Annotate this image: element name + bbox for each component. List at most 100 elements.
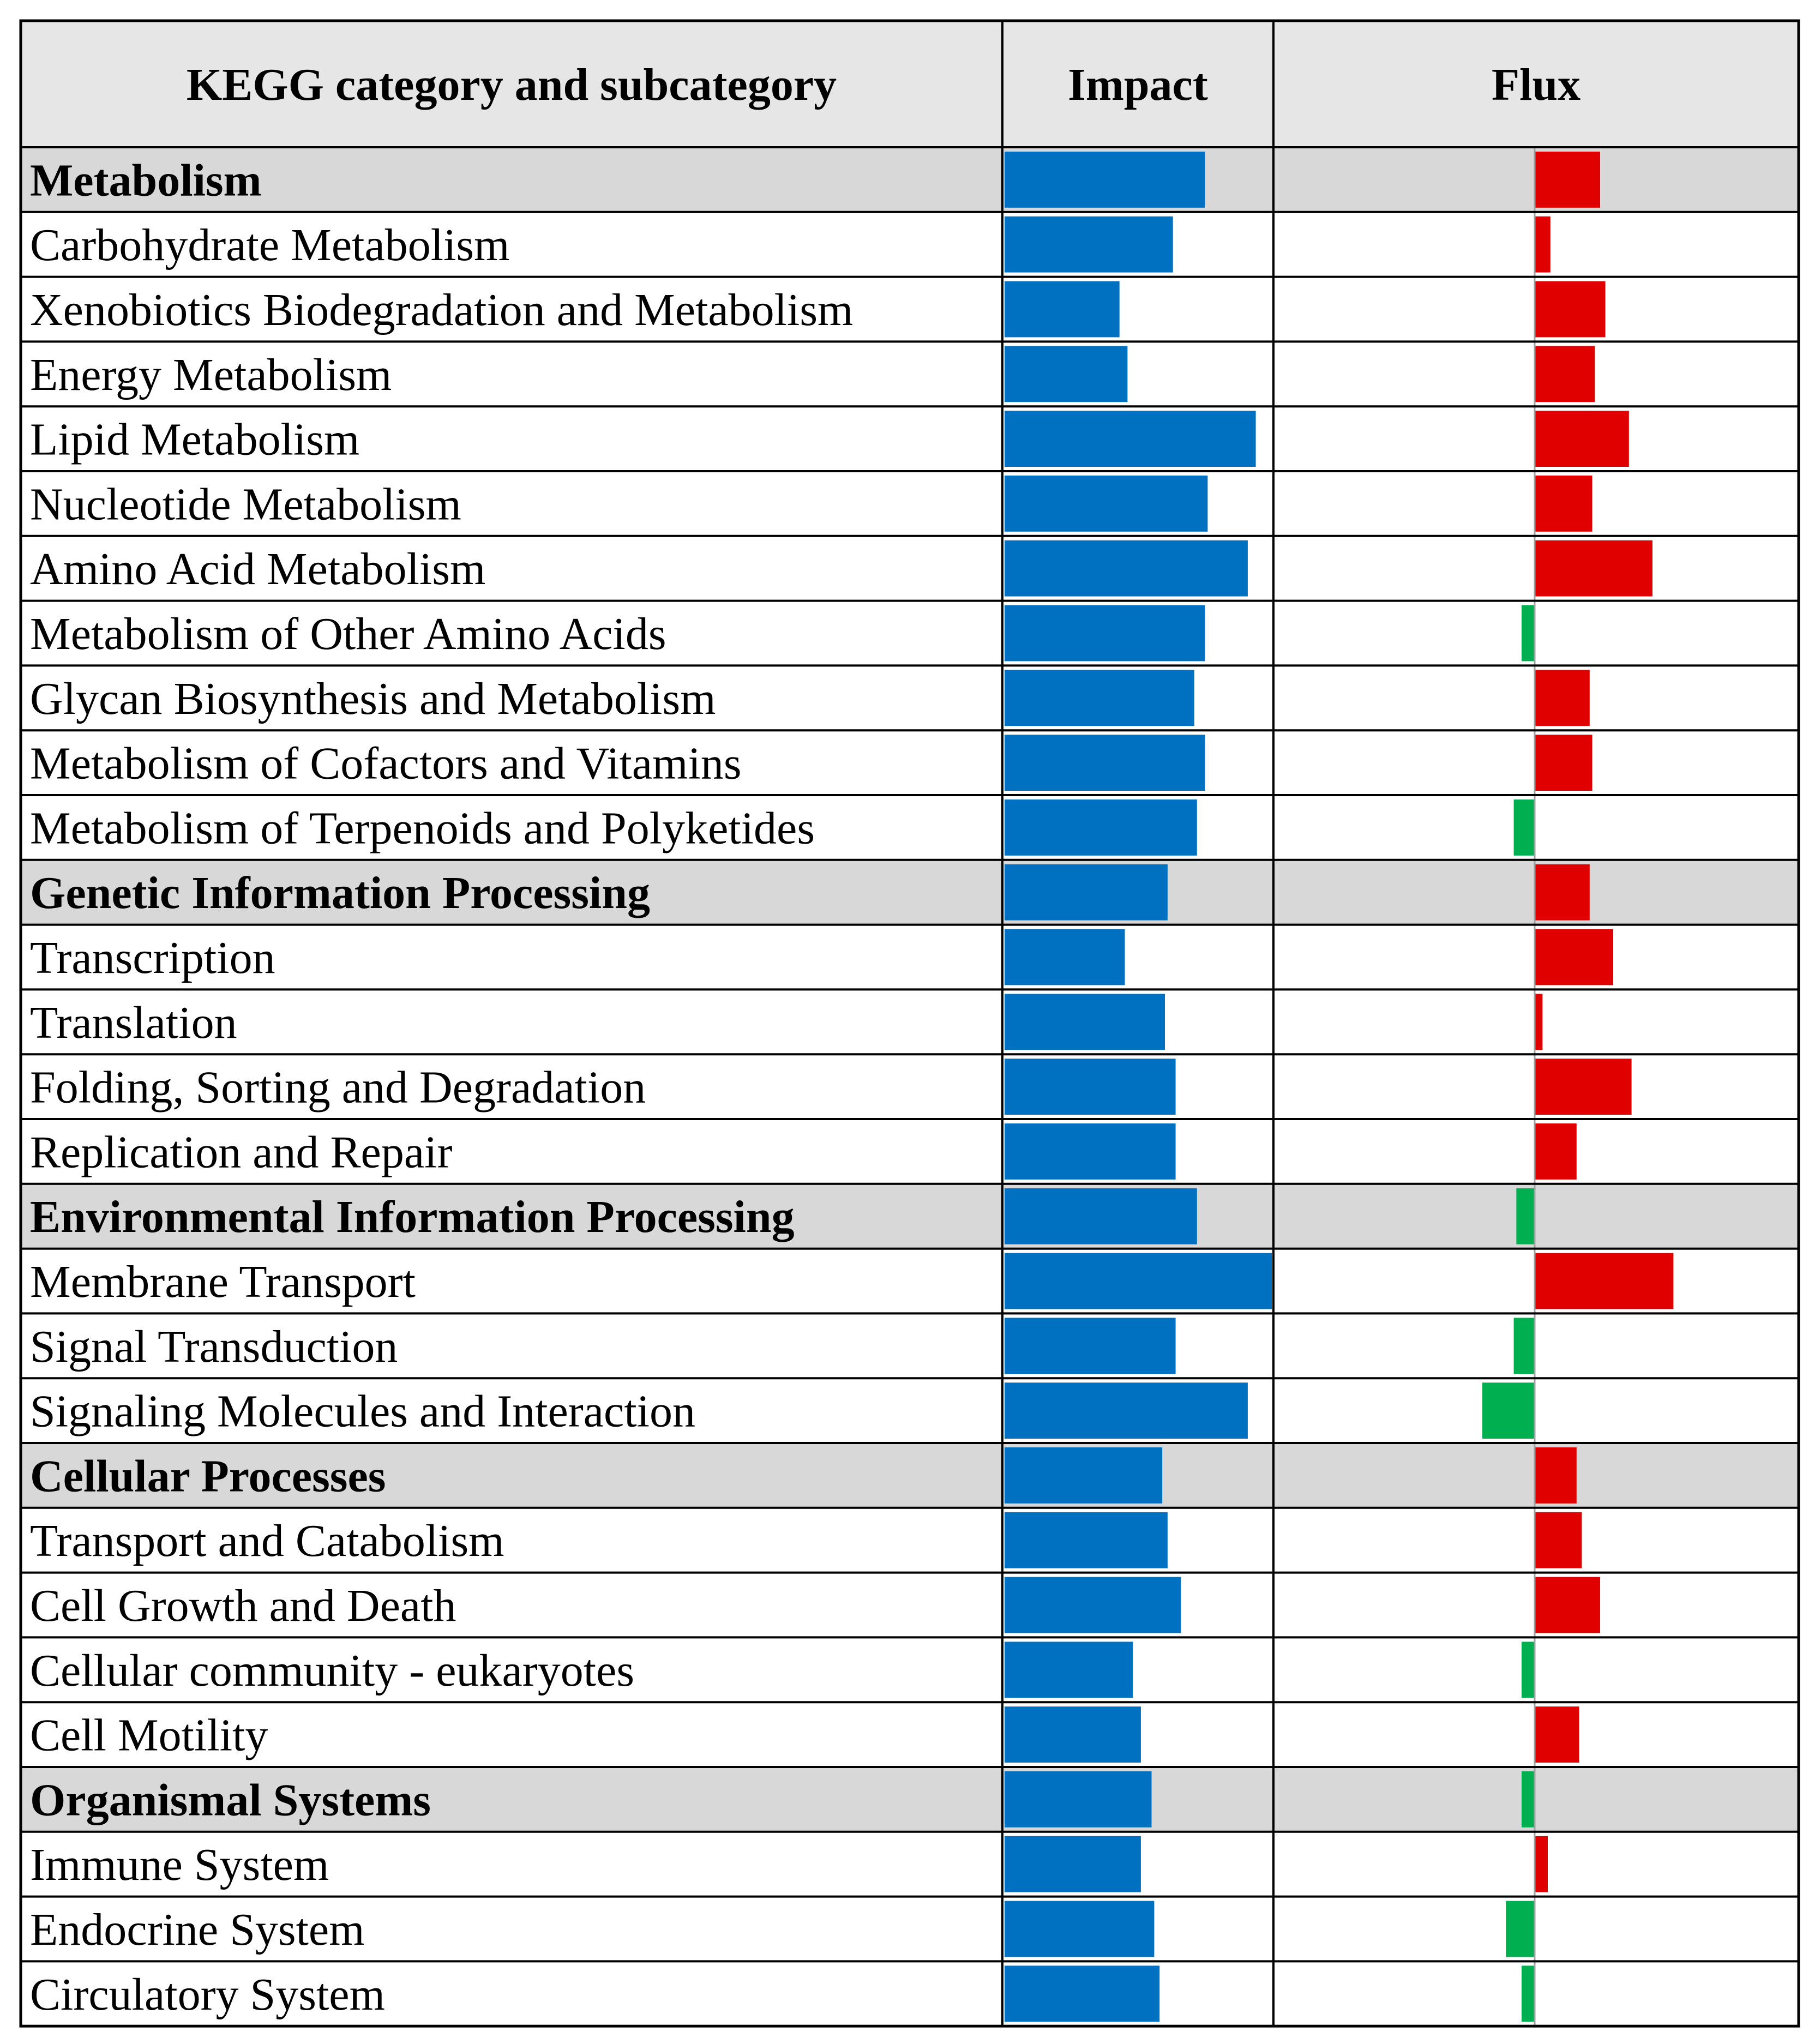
impact-bar xyxy=(1005,216,1173,273)
impact-bar xyxy=(1005,1318,1176,1374)
category-row: Organismal Systems xyxy=(21,1767,1799,1832)
subcategory-row: Metabolism of Cofactors and Vitamins xyxy=(30,735,1592,791)
header-flux: Flux xyxy=(1492,59,1580,110)
impact-bar xyxy=(1005,1447,1163,1504)
impact-bar xyxy=(1005,1836,1141,1892)
subcategory-row: Amino Acid Metabolism xyxy=(30,540,1652,597)
row-label: Transcription xyxy=(30,933,275,983)
row-label: Immune System xyxy=(30,1839,329,1890)
impact-bar xyxy=(1005,1642,1133,1698)
row-label: Cellular Processes xyxy=(30,1451,386,1501)
subcategory-row: Replication and Repair xyxy=(30,1123,1577,1180)
row-label: Metabolism of Terpenoids and Polyketides xyxy=(30,803,815,853)
impact-bar xyxy=(1005,1965,1160,2022)
flux-bar-negative xyxy=(1522,1965,1535,2022)
flux-bar-negative xyxy=(1482,1382,1535,1439)
subcategory-row: Translation xyxy=(30,994,1543,1050)
impact-bar xyxy=(1005,1253,1272,1309)
subcategory-row: Immune System xyxy=(30,1836,1548,1892)
row-label: Translation xyxy=(30,997,237,1048)
flux-bar-negative xyxy=(1516,1188,1535,1245)
header-background xyxy=(21,21,1799,147)
flux-bar-positive xyxy=(1535,670,1590,726)
row-label: Genetic Information Processing xyxy=(30,868,650,918)
subcategory-row: Lipid Metabolism xyxy=(30,411,1629,467)
flux-bar-positive xyxy=(1535,929,1613,985)
flux-bar-positive xyxy=(1535,346,1595,402)
table-grid xyxy=(19,19,1800,2028)
category-row-background xyxy=(21,1767,1799,1832)
flux-bar-negative xyxy=(1513,799,1535,856)
impact-bar xyxy=(1005,540,1248,597)
impact-bar xyxy=(1005,1059,1176,1115)
flux-bar-negative xyxy=(1506,1901,1535,1957)
subcategory-row: Glycan Biosynthesis and Metabolism xyxy=(30,670,1590,726)
impact-bar xyxy=(1005,346,1128,402)
flux-bar-negative xyxy=(1522,1771,1535,1827)
row-label: Signal Transduction xyxy=(30,1321,398,1372)
category-row-background xyxy=(21,1443,1799,1508)
subcategory-row: Folding, Sorting and Degradation xyxy=(30,1059,1632,1115)
row-label: Metabolism xyxy=(30,155,262,206)
flux-bar-positive xyxy=(1535,1577,1600,1633)
category-row: Environmental Information Processing xyxy=(21,1183,1799,1249)
table-border xyxy=(19,19,1800,2028)
subcategory-row: Endocrine System xyxy=(30,1901,1535,1957)
row-label: Folding, Sorting and Degradation xyxy=(30,1062,646,1113)
subcategory-row: Signal Transduction xyxy=(30,1318,1535,1374)
flux-bar-positive xyxy=(1535,1706,1579,1763)
subcategory-row: Transcription xyxy=(30,929,1613,985)
row-label: Metabolism of Other Amino Acids xyxy=(30,609,666,659)
subcategory-row: Carbohydrate Metabolism xyxy=(30,216,1550,273)
table-body: Metabolism Carbohydrate Metabolism Xenobio… xyxy=(21,147,1799,2022)
impact-bar xyxy=(1005,1512,1168,1568)
category-row-background xyxy=(21,859,1799,925)
subcategory-row: Cell Motility xyxy=(30,1706,1579,1763)
row-label: Lipid Metabolism xyxy=(30,414,359,465)
impact-bar xyxy=(1005,799,1197,856)
row-label: Metabolism of Cofactors and Vitamins xyxy=(30,738,742,789)
row-label: Environmental Information Processing xyxy=(30,1192,795,1242)
row-label: Nucleotide Metabolism xyxy=(30,479,461,530)
flux-bar-positive xyxy=(1535,411,1629,467)
category-row: Cellular Processes xyxy=(21,1443,1799,1508)
header-impact: Impact xyxy=(1068,59,1208,110)
impact-bar xyxy=(1005,864,1168,921)
category-row-background xyxy=(21,147,1799,212)
impact-bar xyxy=(1005,1382,1248,1439)
flux-bar-negative xyxy=(1513,1318,1535,1374)
subcategory-row: Transport and Catabolism xyxy=(30,1512,1582,1568)
flux-bar-positive xyxy=(1535,1253,1674,1309)
impact-bar xyxy=(1005,670,1194,726)
row-label: Membrane Transport xyxy=(30,1257,416,1307)
row-label: Organismal Systems xyxy=(30,1775,431,1825)
impact-bar xyxy=(1005,605,1205,662)
header-category: KEGG category and subcategory xyxy=(187,59,837,110)
impact-bar xyxy=(1005,929,1125,985)
impact-bar xyxy=(1005,1577,1181,1633)
row-label: Xenobiotics Biodegradation and Metabolis… xyxy=(30,285,853,335)
subcategory-row: Nucleotide Metabolism xyxy=(30,476,1592,532)
flux-bar-positive xyxy=(1535,864,1590,921)
category-row-background xyxy=(21,1183,1799,1249)
table-header: KEGG category and subcategory Impact Flu… xyxy=(21,21,1799,147)
flux-bar-positive xyxy=(1535,152,1600,208)
impact-bar xyxy=(1005,1188,1197,1245)
row-label: Cellular community - eukaryotes xyxy=(30,1645,634,1696)
row-label: Endocrine System xyxy=(30,1904,365,1955)
impact-bar xyxy=(1005,1901,1155,1957)
flux-bar-positive xyxy=(1535,1836,1548,1892)
category-row: Metabolism xyxy=(21,147,1799,212)
impact-bar xyxy=(1005,1706,1141,1763)
row-label: Cell Motility xyxy=(30,1710,268,1761)
flux-bar-positive xyxy=(1535,1512,1582,1568)
subcategory-row: Metabolism of Terpenoids and Polyketides xyxy=(30,799,1535,856)
row-label: Cell Growth and Death xyxy=(30,1580,456,1631)
impact-bar xyxy=(1005,152,1205,208)
row-label: Circulatory System xyxy=(30,1969,385,2020)
subcategory-row: Cellular community - eukaryotes xyxy=(30,1642,1535,1698)
impact-bar xyxy=(1005,994,1165,1050)
impact-bar xyxy=(1005,281,1120,338)
flux-bar-negative xyxy=(1522,1642,1535,1698)
